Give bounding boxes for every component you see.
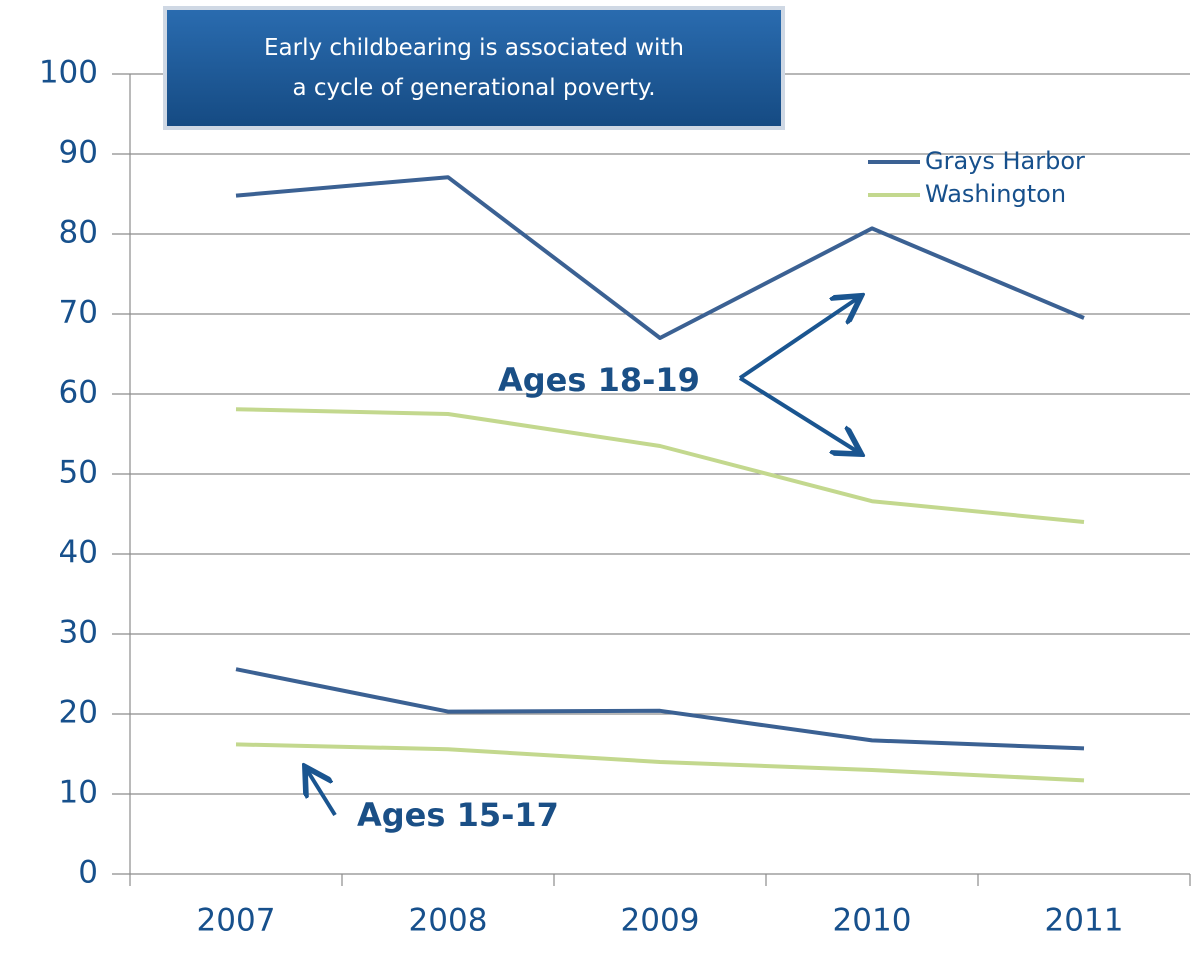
y-tick-label: 70: [59, 295, 98, 331]
x-tick-label: 2010: [833, 903, 912, 939]
legend-label: Grays Harbor: [925, 147, 1085, 175]
y-tick-label: 20: [59, 695, 98, 731]
x-tick-label: 2009: [621, 903, 700, 939]
y-tick-label: 30: [59, 615, 98, 651]
y-tick-label: 100: [39, 55, 98, 91]
group-label: Ages 15-17: [357, 796, 559, 834]
arrow: [738, 376, 858, 452]
x-tick-label: 2011: [1045, 903, 1124, 939]
line-series: [235, 407, 1085, 524]
y-tick-label: 50: [59, 455, 98, 491]
x-tick-label: 2008: [409, 903, 488, 939]
y-tick-label: 60: [59, 375, 98, 411]
line-series: [235, 667, 1085, 751]
group-label: Ages 18-19: [498, 361, 700, 399]
legend-label: Washington: [925, 180, 1066, 208]
arrow: [307, 770, 337, 817]
x-tick-label: 2007: [197, 903, 276, 939]
callout-box: [163, 6, 785, 130]
line-series: [235, 175, 1085, 340]
arrow: [738, 298, 858, 380]
line-series: [235, 742, 1085, 783]
y-tick-label: 0: [78, 855, 98, 891]
y-tick-label: 40: [59, 535, 98, 571]
callout-text: Early childbearing is associated with a c…: [264, 35, 684, 101]
plot-area: 0 10 20 30 40 50 60 70 80 90 100 2007 2008 2009 2010 20…: [39, 55, 1191, 939]
y-tick-label: 90: [59, 135, 98, 171]
y-tick-label: 10: [59, 775, 98, 811]
y-tick-label: 80: [59, 215, 98, 251]
